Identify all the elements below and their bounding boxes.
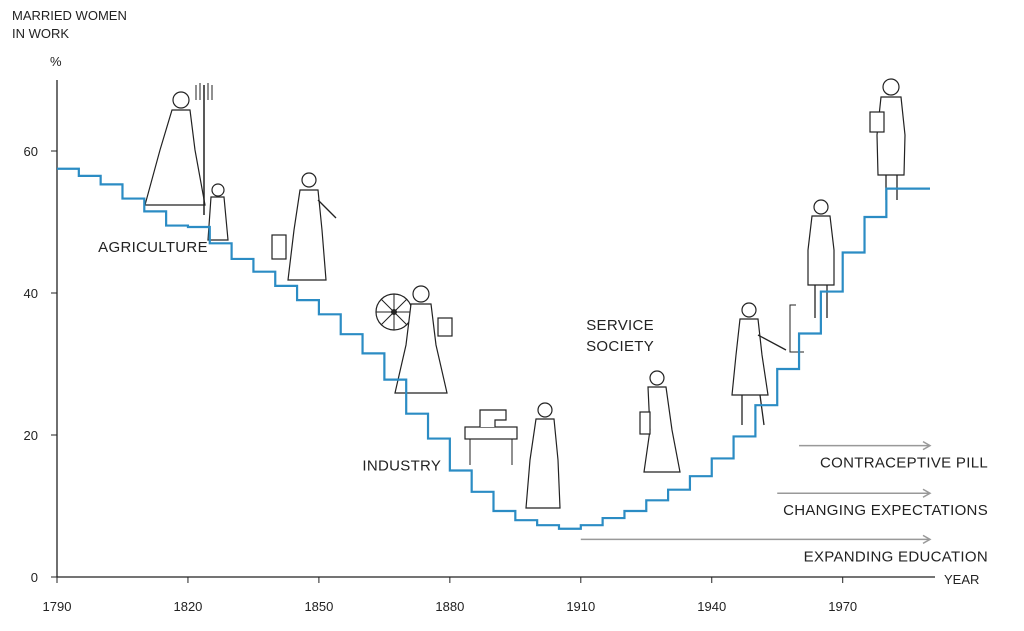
x-tick-label: 1880 [435,599,464,614]
x-tick-label: 1940 [697,599,726,614]
suited-woman-figure [807,199,835,318]
x-axis-title: YEAR [944,572,979,587]
seamstress-figure [525,402,561,509]
annotation-label: SERVICE [586,317,654,334]
x-tick-label: 1910 [566,599,595,614]
x-tick-label: 1790 [43,599,72,614]
arrow-head [922,488,932,498]
y-tick-label: 40 [24,286,38,301]
arrow-label: CONTRACEPTIVE PILL [820,455,988,472]
milkmaid-figure [271,172,337,281]
series-line [57,167,930,530]
x-tick-label: 1850 [304,599,333,614]
x-tick-label: 1820 [173,599,202,614]
arrow-head [922,534,932,545]
y-tick-label: 20 [24,428,38,443]
farm-woman-figure [144,83,229,241]
y-axis-unit: % [50,54,62,69]
arrow-head [922,440,932,451]
lecturer-figure [731,302,804,426]
annotation-label: SOCIETY [586,338,654,355]
factory-woman-figure [394,285,453,394]
annotation-label: INDUSTRY [362,458,441,475]
arrow-label: EXPANDING EDUCATION [804,548,988,565]
y-tick-label: 60 [24,144,38,159]
illustrations [144,78,906,509]
arrow-label: CHANGING EXPECTATIONS [783,502,988,519]
spinning-wheel-icon [375,293,413,331]
y-tick-label: 0 [31,570,38,585]
office-woman-figure [639,370,681,473]
y-axis-title-line2: IN WORK [12,26,69,41]
x-tick-label: 1970 [828,599,857,614]
annotation-label: AGRICULTURE [98,239,208,256]
y-axis-title-line1: MARRIED WOMEN [12,8,127,23]
modern-woman-figure [869,78,906,200]
sewing-machine-icon [464,409,518,465]
